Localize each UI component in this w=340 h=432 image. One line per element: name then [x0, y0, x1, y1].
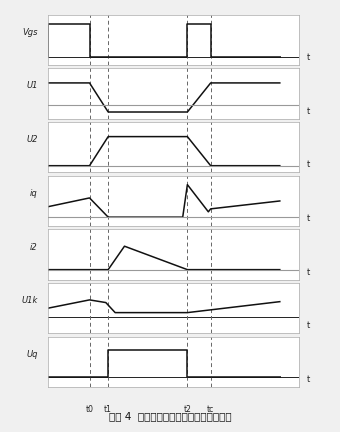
Text: t: t: [307, 268, 310, 276]
Text: t: t: [307, 160, 310, 169]
Text: t0: t0: [86, 405, 94, 414]
Text: U1k: U1k: [21, 296, 37, 305]
Text: t: t: [307, 214, 310, 223]
Text: U1: U1: [26, 82, 37, 90]
Text: t: t: [307, 107, 310, 116]
Text: t1: t1: [104, 405, 112, 414]
Text: i2: i2: [30, 242, 37, 251]
Text: Uq: Uq: [26, 350, 37, 359]
Text: iq: iq: [30, 189, 37, 198]
Text: tc: tc: [207, 405, 214, 414]
Text: t: t: [307, 321, 310, 330]
Text: t: t: [307, 53, 310, 62]
Text: t: t: [307, 375, 310, 384]
Text: Vgs: Vgs: [22, 28, 37, 37]
Text: t2: t2: [184, 405, 191, 414]
Text: U2: U2: [26, 135, 37, 144]
Text: 图表 4  反激电源临界连续模式下工作过程: 图表 4 反激电源临界连续模式下工作过程: [109, 411, 231, 421]
